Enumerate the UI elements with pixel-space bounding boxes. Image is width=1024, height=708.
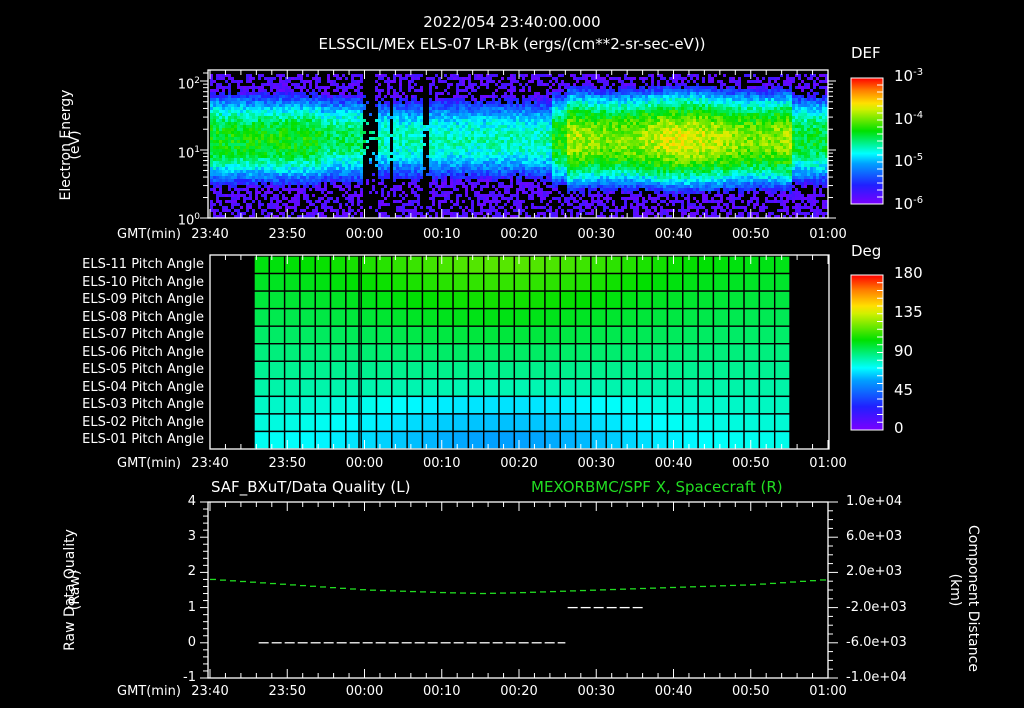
ytick-1e2: 102 (177, 76, 200, 93)
def-tick: 10-6 (894, 195, 924, 213)
right-ytick-label: -2.0e+03 (846, 599, 907, 615)
time-tick-label: 23:50 (268, 227, 306, 242)
time-tick-label: 23:40 (191, 684, 229, 699)
time-tick-label: 00:10 (423, 227, 461, 242)
time-tick-label: 00:40 (654, 684, 693, 699)
pitch-angle-row-label: ELS-05 Pitch Angle (82, 362, 204, 378)
panel3-left-ylabel-unit: (Raw) (67, 569, 83, 611)
deg-colorbar-title: Deg (851, 242, 882, 260)
panel1-ylabel-unit: (eV) (67, 130, 83, 160)
left-ytick-label: -1 (183, 670, 196, 685)
def-tick: 10-3 (894, 67, 924, 85)
left-ytick-label: 4 (187, 494, 196, 509)
time-axis-label: GMT(min) (117, 456, 181, 471)
panel3-left-title: SAF_BXuT/Data Quality (L) (211, 478, 411, 496)
panel3-right-ylabel-unit: (km) (947, 573, 963, 607)
left-ytick-label: 3 (187, 529, 196, 545)
deg-tick: 0 (894, 419, 904, 437)
pitch-angle-row-label: ELS-11 Pitch Angle (82, 257, 204, 272)
data-quality-plot (210, 578, 826, 644)
time-tick-label: 23:40 (191, 227, 229, 242)
right-ytick-label: -1.0e+04 (846, 670, 907, 685)
plot-title: ELSSCIL/MEx ELS-07 LR-Bk (ergs/(cm**2-sr… (318, 35, 706, 53)
pitch-angle-row-label: ELS-06 Pitch Angle (82, 344, 204, 360)
time-tick-label: 00:00 (345, 456, 384, 471)
pitch-angle-row-label: ELS-04 Pitch Angle (82, 379, 204, 395)
pitch-angle-row-label: ELS-03 Pitch Angle (82, 397, 204, 413)
def-colorbar-title: DEF (851, 44, 881, 62)
left-ytick-label: 0 (187, 634, 196, 650)
time-tick-label: 01:00 (809, 227, 847, 242)
pitch-angle-grid (253, 255, 791, 450)
right-ytick-label: -6.0e+03 (846, 634, 907, 650)
pitch-angle-row-label: ELS-10 Pitch Angle (82, 274, 204, 290)
time-tick-label: 00:30 (577, 227, 615, 242)
time-tick-label: 23:50 (268, 456, 306, 471)
time-tick-label: 00:30 (577, 684, 615, 699)
pitch-angle-row-label: ELS-02 Pitch Angle (82, 414, 204, 430)
time-tick-label: 00:50 (732, 684, 770, 699)
time-tick-label: 00:30 (577, 456, 615, 471)
time-tick-label: 00:10 (423, 456, 461, 471)
time-tick-label: 00:50 (732, 227, 770, 242)
time-tick-label: 00:00 (345, 684, 384, 699)
pitch-angle-row-label: ELS-08 Pitch Angle (82, 309, 204, 325)
panel3-right-ylabel: Component Distance (965, 525, 981, 672)
ytick-1e0: 100 (177, 212, 200, 229)
time-tick-label: 00:20 (500, 684, 538, 699)
left-ytick-label: 1 (187, 599, 196, 615)
time-tick-label: 01:00 (809, 684, 847, 699)
def-tick: 10-4 (894, 110, 924, 128)
plot-timestamp: 2022/054 23:40:00.000 (423, 13, 601, 31)
deg-tick: 180 (894, 264, 923, 282)
deg-tick: 45 (894, 381, 914, 399)
energy-spectrogram (210, 74, 828, 218)
right-ytick-label: 6.0e+03 (846, 529, 903, 545)
time-tick-label: 23:50 (268, 684, 306, 699)
pitch-angle-row-label: ELS-01 Pitch Angle (82, 432, 204, 448)
pitch-angle-row-label: ELS-09 Pitch Angle (82, 292, 204, 308)
time-tick-label: 00:40 (654, 227, 693, 242)
pitch-angle-row-label: ELS-07 Pitch Angle (82, 327, 204, 343)
deg-tick: 90 (894, 342, 914, 360)
time-tick-label: 00:40 (654, 456, 693, 471)
time-axis-label: GMT(min) (117, 227, 181, 242)
right-ytick-label: 2.0e+03 (846, 564, 903, 580)
left-ytick-label: 2 (187, 564, 196, 580)
time-tick-label: 00:00 (345, 227, 384, 242)
time-tick-label: 00:50 (732, 456, 770, 471)
time-tick-label: 23:40 (191, 456, 229, 471)
time-tick-label: 00:20 (500, 456, 538, 471)
time-tick-label: 00:10 (423, 684, 461, 699)
panel3-right-title: MEXORBMC/SPF X, Spacecraft (R) (531, 478, 783, 496)
deg-tick: 135 (894, 303, 923, 321)
time-axis-label: GMT(min) (117, 684, 181, 699)
def-tick: 10-5 (894, 152, 924, 170)
time-tick-label: 01:00 (809, 456, 847, 471)
right-ytick-label: 1.0e+04 (846, 494, 903, 509)
time-tick-label: 00:20 (500, 227, 538, 242)
ytick-1e1: 101 (177, 145, 200, 162)
